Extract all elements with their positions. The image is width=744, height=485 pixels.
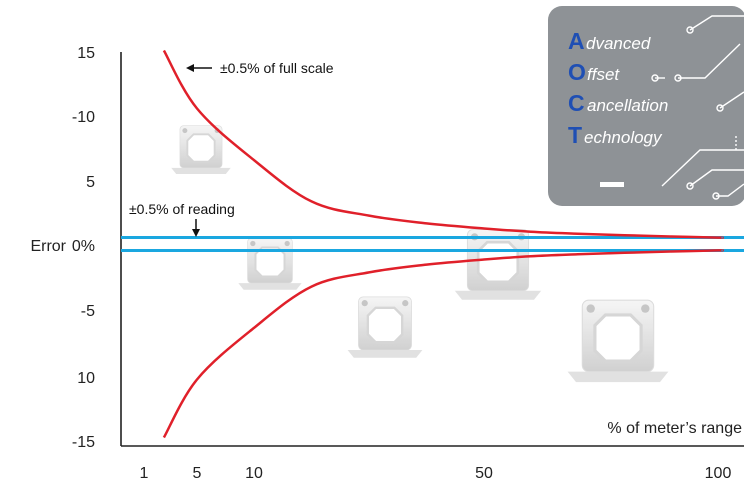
full-scale-lower-curve [162,249,724,439]
badge-word-technology: echnology [584,128,663,147]
x-tick-labels: 1 5 10 50 100 [140,465,732,482]
badge-letter-a: A [568,28,585,54]
badge-letter-t: T [568,122,582,148]
full-scale-upper-curve [162,49,724,239]
x-tick-label: 5 [193,465,202,482]
y-tick-label: 10 [77,370,95,387]
y-tick-label: 0% [72,238,95,255]
full-scale-arrowhead [186,64,194,72]
x-tick-label: 10 [245,465,263,482]
circuit-trace-decoration [651,15,744,200]
badge-letter-o: O [568,59,586,85]
y-tick-labels: 15 -10 5 0% -5 10 -15 [72,45,95,451]
x-tick-label: 1 [140,465,149,482]
y-tick-label: -5 [81,303,95,320]
sensor-image [453,228,543,302]
reading-arrowhead [192,229,200,237]
y-tick-label: 5 [86,174,95,191]
y-tick-label: -10 [72,109,95,126]
x-axis-label: % of meter’s range [607,420,742,437]
aoct-badge: A dvanced O ffset C ancellation T echnol… [548,6,744,206]
x-tick-label: 50 [475,465,493,482]
badge-word-advanced: dvanced [586,34,651,53]
x-tick-label: 100 [705,465,732,482]
badge-letter-c: C [568,90,585,116]
full-scale-annotation: ±0.5% of full scale [220,60,334,76]
y-axis-label: Error [30,238,66,255]
reading-annotation: ±0.5% of reading [129,201,235,217]
badge-background [548,6,744,206]
sensor-image [346,295,424,359]
y-tick-label: -15 [72,434,95,451]
sensor-image [237,237,303,291]
badge-dashes [600,182,624,187]
y-tick-label: 15 [77,45,95,62]
sensor-image [566,298,670,384]
badge-word-offset: ffset [587,65,620,84]
badge-word-cancellation: ancellation [587,96,668,115]
